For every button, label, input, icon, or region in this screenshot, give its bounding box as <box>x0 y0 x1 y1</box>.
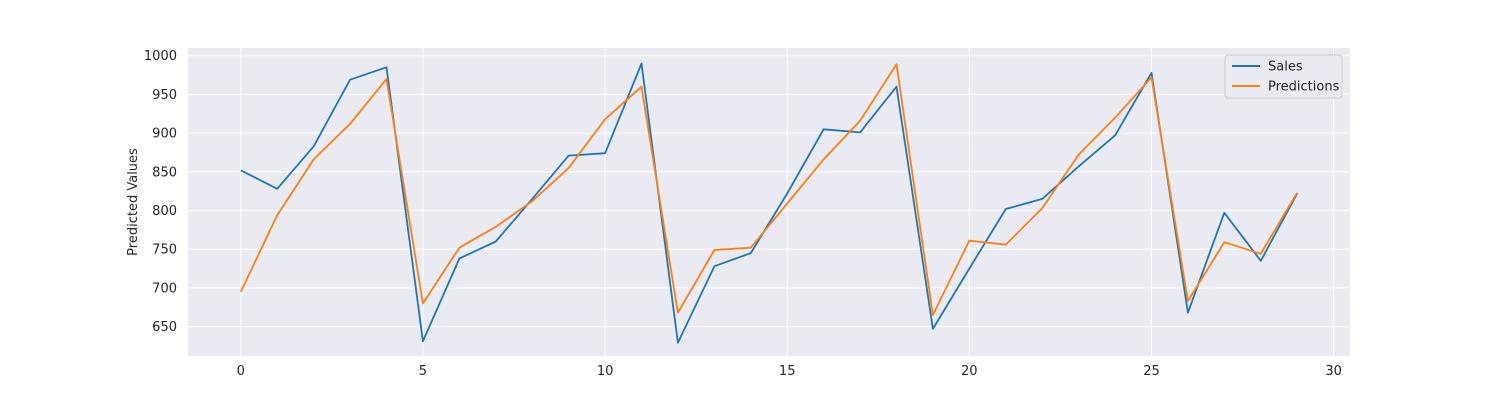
y-tick-label: 700 <box>152 281 177 296</box>
x-tick-label: 30 <box>1325 364 1342 379</box>
y-tick-label: 900 <box>152 127 177 142</box>
x-tick-label: 5 <box>419 364 427 379</box>
y-axis-label: Predicted Values <box>126 148 141 256</box>
y-tick-label: 850 <box>152 165 177 180</box>
legend-label-sales: Sales <box>1268 60 1303 75</box>
legend-label-predictions: Predictions <box>1268 80 1340 95</box>
y-tick-label: 650 <box>152 320 177 335</box>
y-tick-label: 950 <box>152 88 177 103</box>
x-tick-label: 20 <box>961 364 978 379</box>
series-line-sales <box>240 62 1298 344</box>
y-axis-ticks: 650 700 750 800 850 900 950 1000 <box>144 49 177 335</box>
x-tick-label: 15 <box>779 364 796 379</box>
series-line-predictions <box>239 63 1298 316</box>
series-layer <box>239 62 1298 344</box>
y-tick-label: 750 <box>152 243 177 258</box>
grid-lines <box>188 48 1350 356</box>
x-tick-label: 25 <box>1143 364 1160 379</box>
legend: Sales Predictions <box>1224 54 1343 99</box>
x-tick-label: 10 <box>597 364 614 379</box>
y-tick-label: 1000 <box>144 49 177 64</box>
x-axis-ticks: 0 5 10 15 20 25 30 <box>237 364 1342 379</box>
x-tick-label: 0 <box>237 364 245 379</box>
y-tick-label: 800 <box>152 204 177 219</box>
